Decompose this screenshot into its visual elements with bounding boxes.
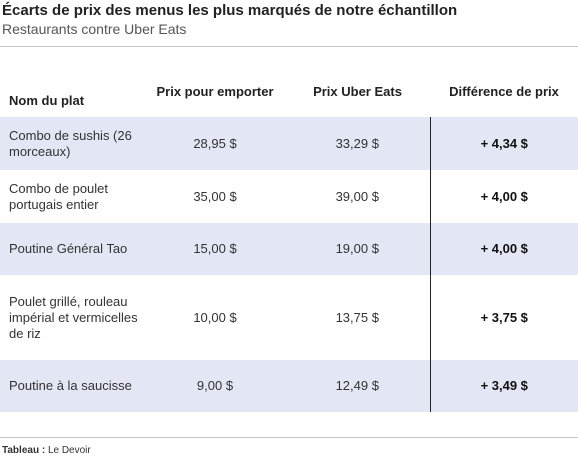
column-header-takeout-price: Prix pour emporter — [156, 84, 274, 99]
column-header-difference: Différence de prix — [449, 84, 559, 99]
column-header-dish: Nom du plat — [9, 93, 85, 108]
table-row: Poutine Général Tao 15,00 $ 19,00 $ + 4,… — [0, 223, 578, 275]
uber-eats-price-cell: 19,00 $ — [285, 223, 430, 275]
dish-name-cell: Combo de sushis (26 morceaux) — [0, 117, 145, 170]
dish-name-cell: Poulet grillé, rouleau impérial et vermi… — [9, 293, 138, 341]
table-row: Poulet grillé, rouleau impérial et vermi… — [0, 275, 578, 360]
table-row: Combo de sushis (26 morceaux) 28,95 $ 33… — [0, 117, 578, 170]
price-comparison-table: Nom du plat Prix pour emporter Prix Uber… — [0, 66, 578, 412]
takeout-price-cell: 9,00 $ — [145, 360, 285, 412]
uber-eats-price-cell: 13,75 $ — [335, 309, 379, 325]
difference-cell: + 3,75 $ — [429, 275, 578, 360]
table-row: Combo de poulet portugais entier 35,00 $… — [0, 170, 578, 223]
dish-name-cell: Poutine Général Tao — [0, 223, 145, 275]
table-header-row: Nom du plat Prix pour emporter Prix Uber… — [0, 66, 578, 117]
difference-cell: + 4,34 $ — [429, 117, 578, 170]
chart-title: Écarts de prix des menus les plus marqué… — [2, 2, 458, 19]
uber-eats-price-cell: 12,49 $ — [285, 360, 430, 412]
bottom-divider — [0, 437, 578, 438]
dish-name-cell: Combo de poulet portugais entier — [9, 180, 109, 212]
takeout-price-cell: 10,00 $ — [193, 309, 237, 325]
table-row: Poutine à la saucisse 9,00 $ 12,49 $ + 3… — [0, 360, 578, 412]
column-header-uber-eats-price: Prix Uber Eats — [313, 84, 402, 99]
source-credit: Tableau : Le Devoir — [2, 445, 91, 456]
difference-cell: + 4,00 $ — [429, 223, 578, 275]
uber-eats-price-cell: 39,00 $ — [335, 188, 379, 204]
top-divider — [0, 46, 578, 47]
difference-cell: + 3,49 $ — [429, 360, 578, 412]
source-value: Le Devoir — [47, 445, 91, 456]
chart-subtitle: Restaurants contre Uber Eats — [2, 21, 187, 37]
takeout-price-cell: 28,95 $ — [145, 117, 285, 170]
difference-cell: + 4,00 $ — [429, 170, 578, 223]
takeout-price-cell: 15,00 $ — [145, 223, 285, 275]
takeout-price-cell: 35,00 $ — [193, 188, 237, 204]
source-label: Tableau : — [2, 445, 46, 456]
uber-eats-price-cell: 33,29 $ — [285, 117, 430, 170]
dish-name-cell: Poutine à la saucisse — [0, 360, 145, 412]
